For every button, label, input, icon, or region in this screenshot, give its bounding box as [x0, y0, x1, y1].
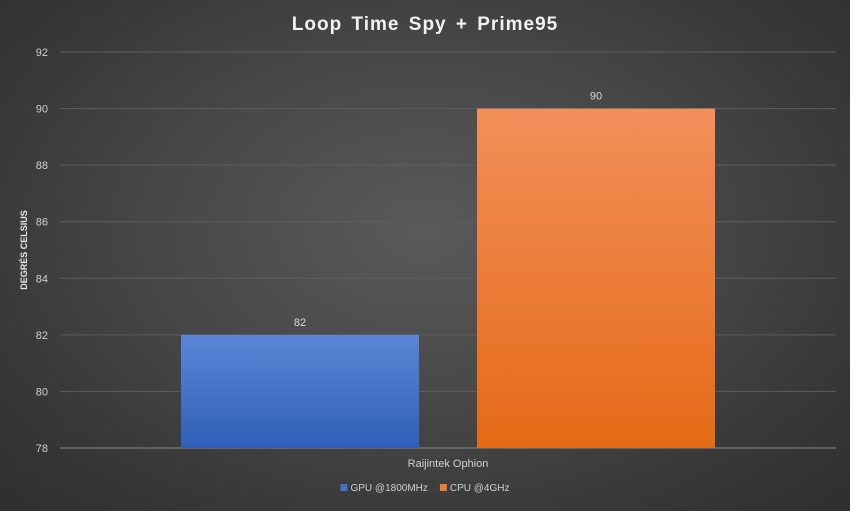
- legend-item: GPU @1800MHz: [340, 483, 428, 494]
- legend-swatch: [439, 484, 447, 491]
- data-label: 82: [294, 317, 306, 329]
- x-axis-categories: Raijintek Ophion: [408, 458, 489, 470]
- y-tick-label: 84: [36, 273, 48, 285]
- y-axis-ticks: 78 80 82 84 86 88 90 92: [36, 47, 48, 455]
- y-tick-label: 86: [36, 217, 48, 229]
- y-tick-label: 90: [36, 104, 48, 116]
- y-tick-label: 88: [36, 160, 48, 172]
- y-tick-label: 78: [36, 443, 48, 455]
- bar-cpu: [477, 108, 715, 449]
- x-category-label: Raijintek Ophion: [408, 458, 489, 470]
- data-label: 90: [590, 91, 602, 103]
- bar-gpu: [181, 334, 419, 448]
- chart-title: Loop Time Spy + Prime95: [292, 14, 558, 35]
- legend-label: GPU @1800MHz: [350, 483, 427, 494]
- legend-label: CPU @4GHz: [450, 483, 510, 494]
- legend-swatch: [340, 484, 348, 491]
- gridlines: [60, 51, 836, 449]
- y-tick-label: 80: [36, 386, 48, 398]
- y-tick-label: 82: [36, 330, 48, 342]
- legend: GPU @1800MHz CPU @4GHz: [340, 483, 510, 494]
- bars: 82 90: [181, 91, 715, 449]
- y-tick-label: 92: [36, 47, 48, 59]
- legend-item: CPU @4GHz: [439, 483, 510, 494]
- y-axis-label: DEGRÉS CELSIUS: [19, 210, 29, 290]
